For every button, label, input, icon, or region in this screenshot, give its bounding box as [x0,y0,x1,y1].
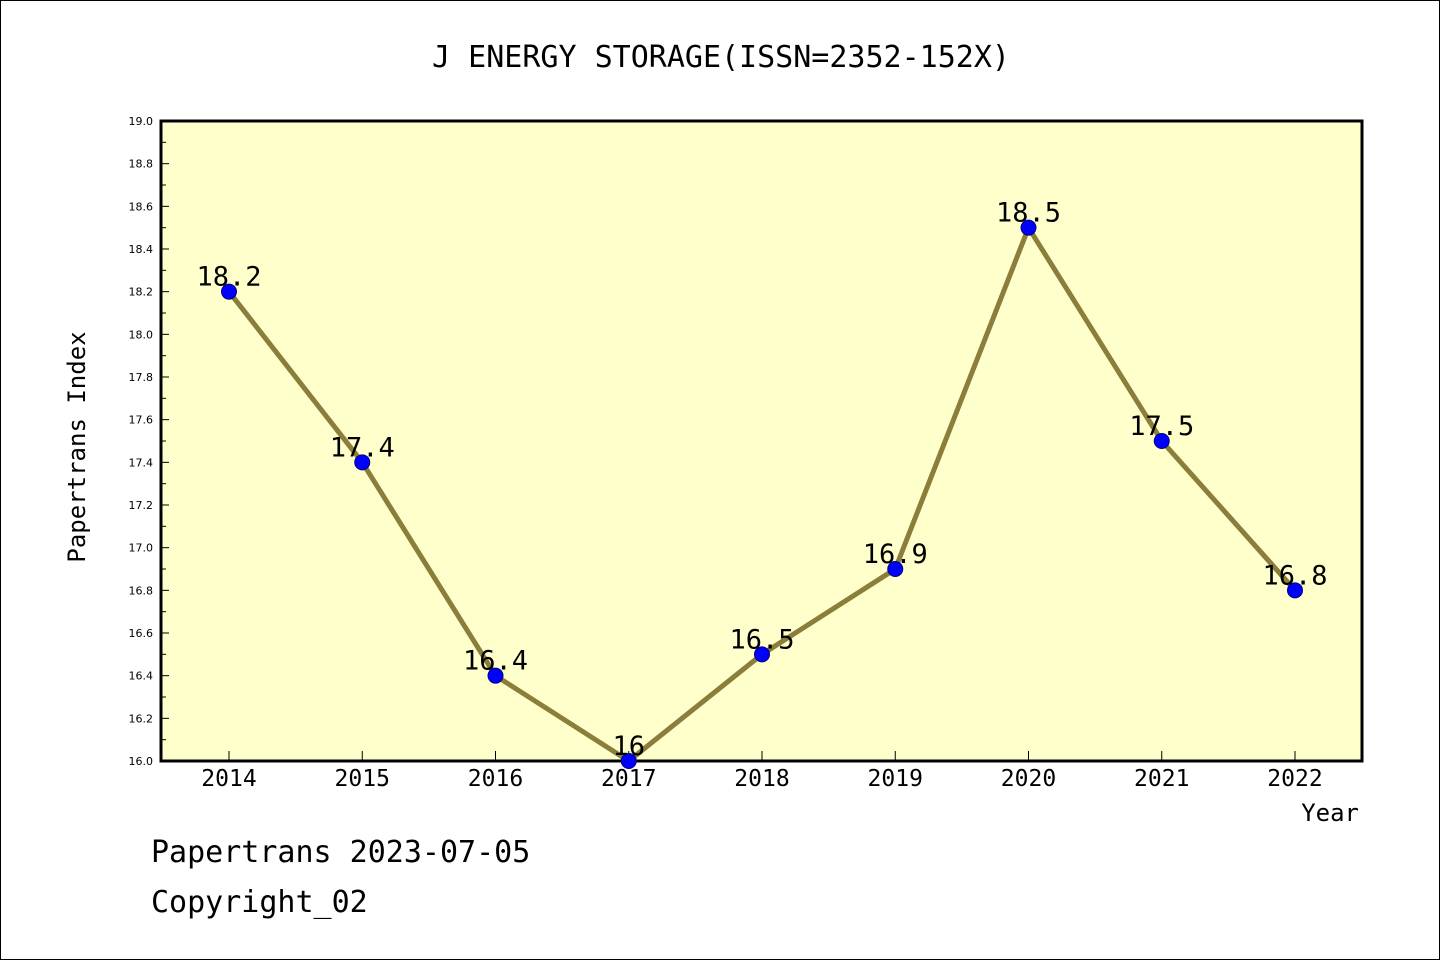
data-point [354,454,371,471]
data-label: 18.5 [996,198,1061,229]
x-axis: 2014 2015 2016 2017 2018 2019 2020 2021 2022 [201,751,1323,792]
y-tick-label: 17.8 [129,371,154,384]
data-label: 16.8 [1262,560,1327,591]
y-tick-label: 17.2 [129,499,154,512]
y-tick-label: 16.6 [129,627,154,640]
x-tick-label: 2014 [201,766,256,792]
x-tick-label: 2017 [601,766,656,792]
y-tick-label: 17.6 [129,414,154,427]
data-label: 17.5 [1129,411,1194,442]
footer-date-text: Papertrans 2023-07-05 [151,835,531,870]
data-point [487,667,504,684]
footer-copyright-text: Copyright_02 [151,885,368,920]
data-point [754,646,770,663]
series-layer: 18.2 17.4 16.4 16 16.5 16.9 18.5 17.5 16.8 [196,198,1328,769]
y-tick-label: 18.2 [129,286,154,299]
y-axis-label: Papertrans Index [63,331,91,562]
y-tick-label: 16.0 [129,755,154,768]
x-tick-label: 2022 [1267,766,1322,792]
data-point [1153,433,1170,449]
data-point [887,561,904,577]
y-tick-label: 18.8 [129,158,154,171]
data-label: 16.5 [729,624,794,655]
x-tick-label: 2018 [734,766,789,792]
y-tick-label: 18.6 [129,200,154,213]
x-tick-label: 2021 [1134,766,1189,792]
y-tick-label: 18.0 [129,328,154,341]
data-point [1287,582,1303,599]
data-label: 16 [612,731,645,762]
y-tick-label: 16.4 [129,670,154,683]
y-tick-label: 16.2 [129,712,154,725]
y-tick-label: 16.8 [129,584,154,597]
chart-title: J ENERGY STORAGE(ISSN=2352-152X) [432,40,1010,75]
y-tick-label: 17.0 [129,542,154,555]
data-point [620,753,637,769]
data-label: 17.4 [330,432,395,463]
data-label: 18.2 [196,262,261,293]
y-tick-label: 18.4 [129,243,154,256]
data-point [1020,219,1037,236]
y-tick-label: 19.0 [129,115,154,128]
data-point [221,283,237,300]
x-tick-label: 2020 [1001,766,1056,792]
x-tick-label: 2015 [335,766,390,792]
x-axis-label: Year [1301,799,1359,827]
x-tick-label: 2016 [468,766,523,792]
data-label: 16.4 [463,646,528,677]
x-tick-label: 2019 [868,766,923,792]
data-label: 16.9 [863,539,928,570]
y-tick-label: 17.4 [129,456,154,469]
y-axis: 16.0 16.2 16.4 16.6 16.8 17.0 17.2 17.4 17.6 17.8… [129,115,169,768]
